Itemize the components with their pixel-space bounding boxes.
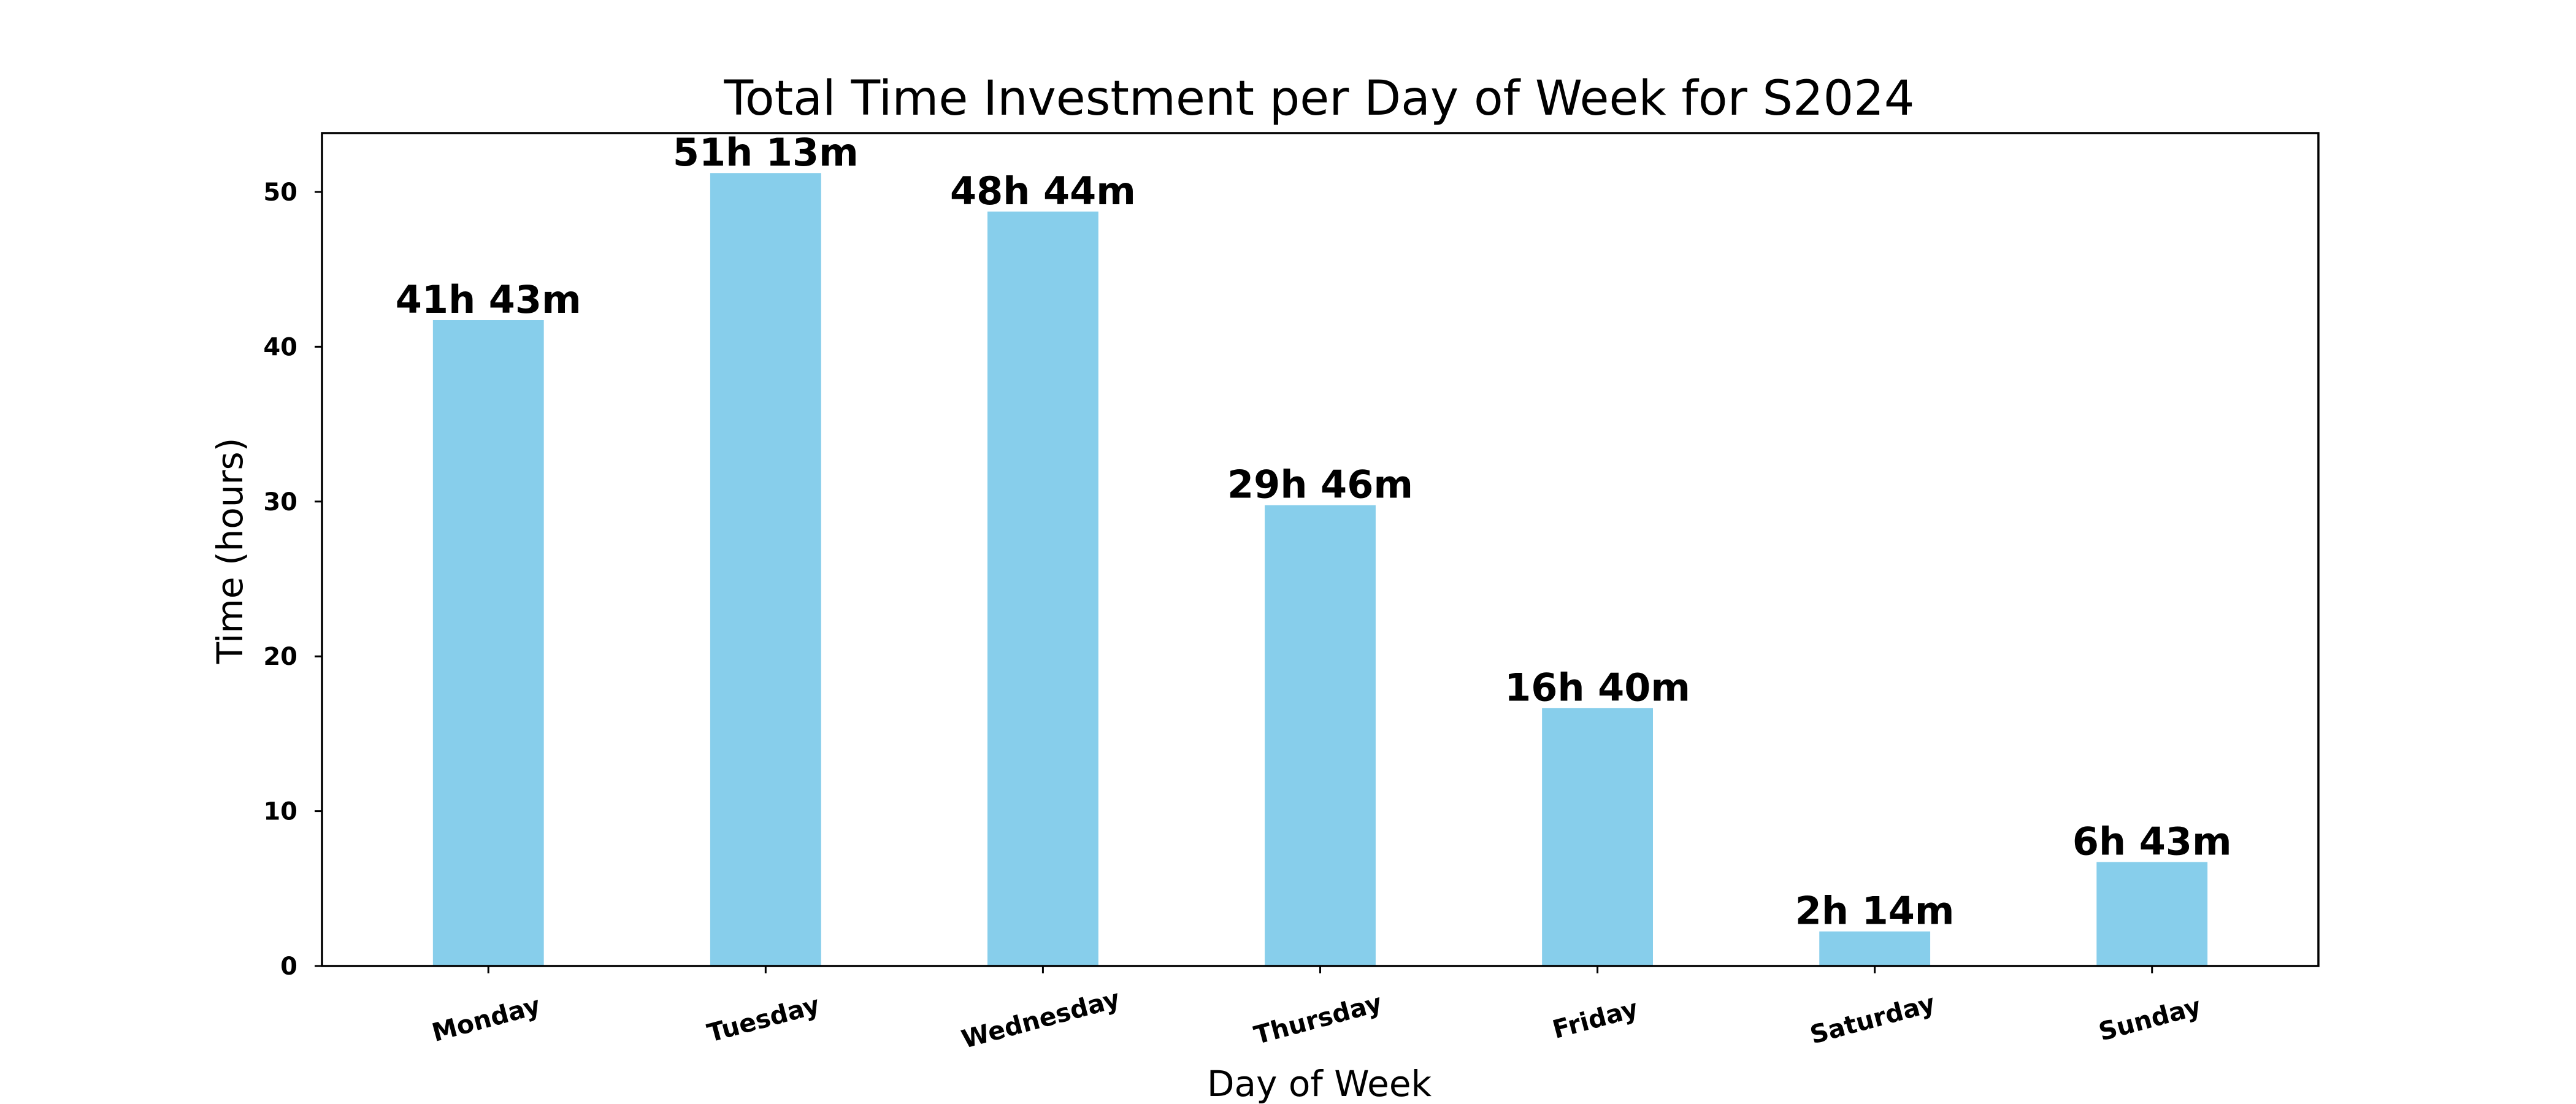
data-label-tuesday: 51h 13m <box>673 130 859 175</box>
data-label-sunday: 6h 43m <box>2072 819 2232 864</box>
bar-saturday <box>1819 931 1931 966</box>
y-tick-label-10: 10 <box>263 798 297 826</box>
y-tick-label-30: 30 <box>263 488 297 516</box>
y-tick-label-20: 20 <box>263 643 297 671</box>
data-label-wednesday: 48h 44m <box>950 169 1136 213</box>
y-tick-label-40: 40 <box>263 333 297 361</box>
bar-wednesday <box>987 211 1098 966</box>
bar-tuesday <box>710 173 821 966</box>
data-labels: 41h 43m 51h 13m 48h 44m 29h 46m 16h 40m 2h 14… <box>396 130 2232 933</box>
bar-sunday <box>2096 862 2208 966</box>
data-label-friday: 16h 40m <box>1505 665 1690 710</box>
bars <box>432 173 2208 967</box>
chart-title: Total Time Investment per Day of Week fo… <box>724 71 1915 126</box>
bar-monday <box>432 320 544 967</box>
plot-frame <box>321 132 2320 967</box>
y-axis: 0 10 20 30 40 50 <box>263 178 322 981</box>
data-label-saturday: 2h 14m <box>1795 889 1955 933</box>
y-axis-label: Time (hours) <box>209 438 251 665</box>
y-tick-label-0: 0 <box>280 953 297 981</box>
y-tick-label-50: 50 <box>263 178 297 207</box>
data-label-monday: 41h 43m <box>396 277 581 322</box>
x-axis-label: Day of Week <box>1207 1063 1432 1104</box>
data-label-thursday: 29h 46m <box>1227 462 1413 507</box>
bar-thursday <box>1265 505 1376 966</box>
bar-friday <box>1542 708 1653 966</box>
